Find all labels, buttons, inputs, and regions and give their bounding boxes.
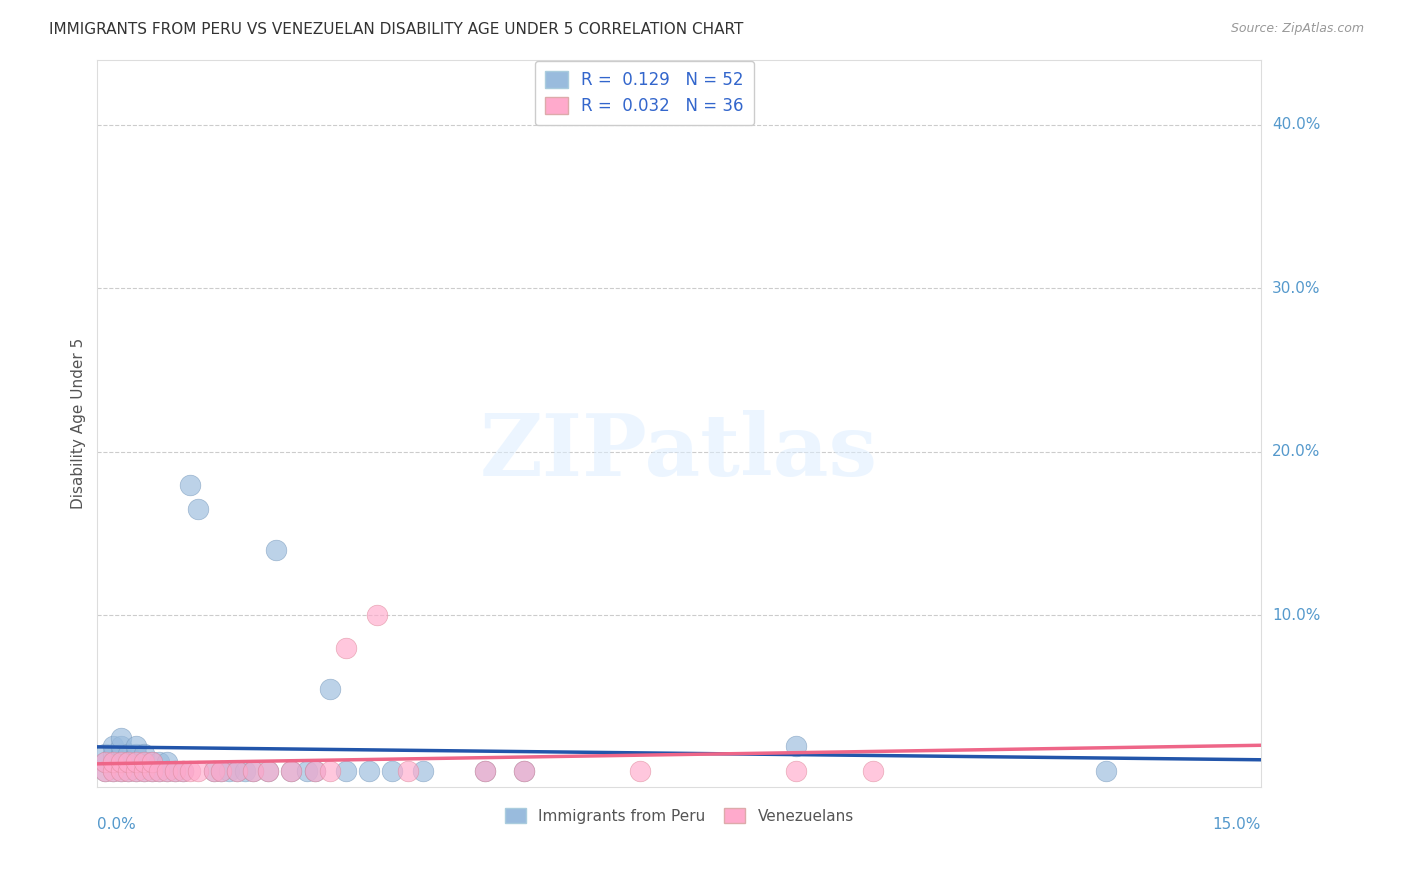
- Point: [110, 756, 132, 770]
- Point: [94, 756, 117, 770]
- Point: [101, 764, 124, 778]
- Point: [110, 764, 132, 778]
- Text: 40.0%: 40.0%: [1272, 118, 1320, 133]
- Point: [357, 764, 380, 778]
- Point: [319, 681, 342, 696]
- Point: [141, 756, 163, 770]
- Text: 0.0%: 0.0%: [97, 817, 136, 832]
- Point: [132, 764, 155, 778]
- Point: [381, 764, 404, 778]
- Point: [117, 747, 139, 761]
- Point: [295, 764, 318, 778]
- Point: [117, 764, 139, 778]
- Point: [257, 764, 280, 778]
- Point: [187, 502, 209, 516]
- Y-axis label: Disability Age Under 5: Disability Age Under 5: [72, 337, 86, 508]
- Point: [179, 477, 201, 491]
- Point: [117, 756, 139, 770]
- Point: [304, 764, 326, 778]
- Point: [257, 764, 280, 778]
- Point: [226, 764, 249, 778]
- Point: [242, 764, 264, 778]
- Point: [242, 764, 264, 778]
- Point: [163, 764, 186, 778]
- Point: [125, 756, 148, 770]
- Point: [148, 764, 170, 778]
- Point: [785, 764, 807, 778]
- Point: [117, 764, 139, 778]
- Point: [132, 747, 155, 761]
- Point: [110, 764, 132, 778]
- Point: [202, 764, 225, 778]
- Text: 20.0%: 20.0%: [1272, 444, 1320, 459]
- Point: [132, 756, 155, 770]
- Point: [1095, 764, 1118, 778]
- Point: [163, 764, 186, 778]
- Point: [94, 756, 117, 770]
- Text: Source: ZipAtlas.com: Source: ZipAtlas.com: [1230, 22, 1364, 36]
- Point: [110, 747, 132, 761]
- Point: [94, 764, 117, 778]
- Point: [101, 764, 124, 778]
- Point: [785, 739, 807, 753]
- Point: [628, 764, 651, 778]
- Point: [172, 764, 194, 778]
- Point: [141, 764, 163, 778]
- Point: [513, 764, 536, 778]
- Text: 15.0%: 15.0%: [1213, 817, 1261, 832]
- Point: [148, 764, 170, 778]
- Point: [94, 764, 117, 778]
- Text: ZIPatlas: ZIPatlas: [481, 410, 879, 494]
- Point: [233, 764, 256, 778]
- Point: [125, 764, 148, 778]
- Point: [117, 756, 139, 770]
- Text: IMMIGRANTS FROM PERU VS VENEZUELAN DISABILITY AGE UNDER 5 CORRELATION CHART: IMMIGRANTS FROM PERU VS VENEZUELAN DISAB…: [49, 22, 744, 37]
- Point: [202, 764, 225, 778]
- Point: [280, 764, 302, 778]
- Point: [172, 764, 194, 778]
- Point: [101, 747, 124, 761]
- Point: [179, 764, 201, 778]
- Point: [141, 756, 163, 770]
- Point: [101, 756, 124, 770]
- Point: [148, 756, 170, 770]
- Point: [218, 764, 240, 778]
- Point: [156, 764, 179, 778]
- Point: [335, 764, 357, 778]
- Point: [125, 764, 148, 778]
- Text: 30.0%: 30.0%: [1272, 281, 1320, 296]
- Point: [101, 756, 124, 770]
- Point: [156, 756, 179, 770]
- Point: [474, 764, 496, 778]
- Point: [132, 756, 155, 770]
- Point: [110, 756, 132, 770]
- Point: [110, 739, 132, 753]
- Point: [141, 764, 163, 778]
- Point: [513, 764, 536, 778]
- Point: [132, 764, 155, 778]
- Text: 10.0%: 10.0%: [1272, 607, 1320, 623]
- Point: [211, 764, 233, 778]
- Point: [156, 764, 179, 778]
- Point: [396, 764, 419, 778]
- Point: [125, 747, 148, 761]
- Point: [110, 731, 132, 745]
- Point: [366, 608, 388, 623]
- Point: [474, 764, 496, 778]
- Point: [226, 764, 249, 778]
- Point: [280, 764, 302, 778]
- Point: [211, 764, 233, 778]
- Point: [862, 764, 884, 778]
- Point: [101, 739, 124, 753]
- Point: [125, 739, 148, 753]
- Point: [94, 747, 117, 761]
- Legend: Immigrants from Peru, Venezuelans: Immigrants from Peru, Venezuelans: [499, 803, 860, 830]
- Point: [304, 764, 326, 778]
- Point: [264, 542, 287, 557]
- Point: [412, 764, 434, 778]
- Point: [125, 756, 148, 770]
- Point: [187, 764, 209, 778]
- Point: [319, 764, 342, 778]
- Point: [335, 640, 357, 655]
